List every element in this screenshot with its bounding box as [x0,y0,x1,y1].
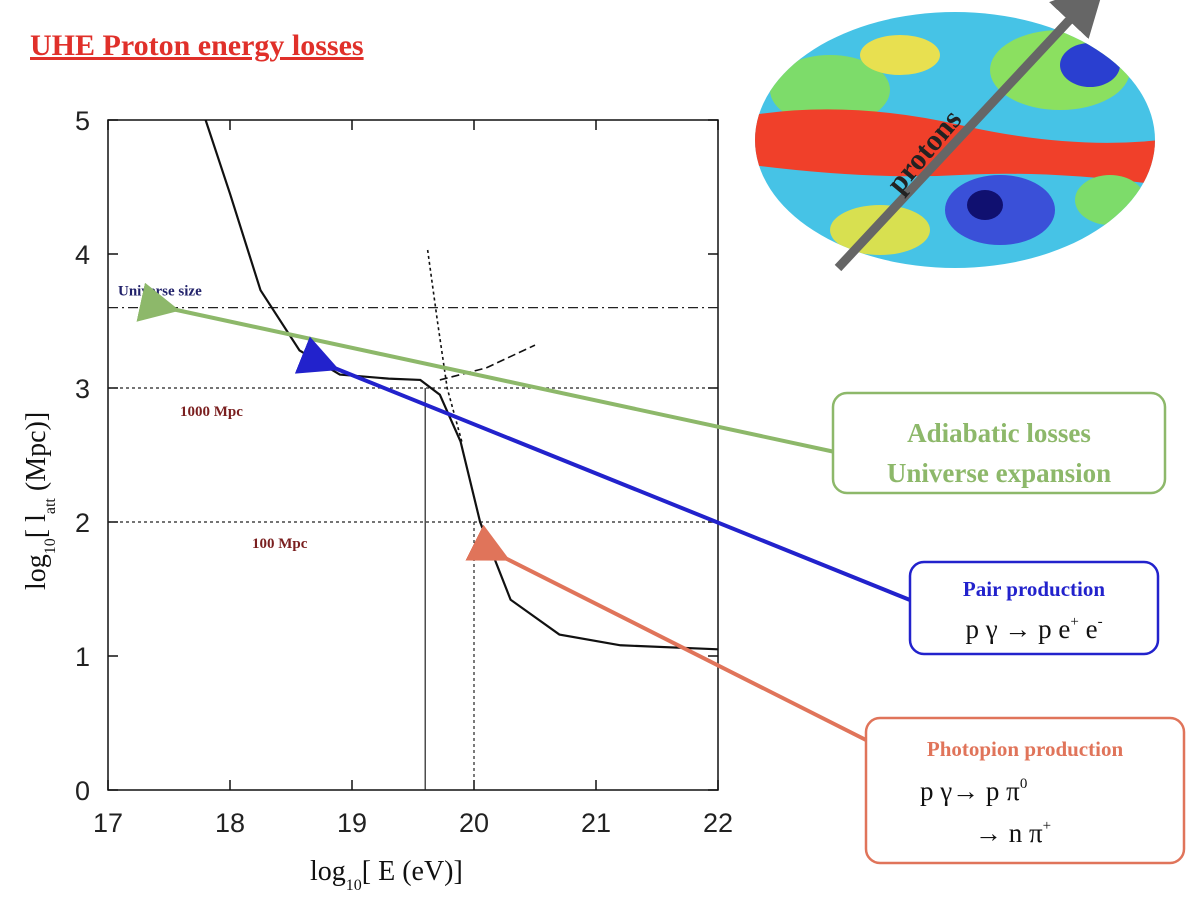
annotation-title: Photopion production [927,737,1124,761]
formula-part: → n π [975,818,1043,848]
adiabatic-arrow [136,282,836,454]
x-label-part: log [310,856,346,887]
x-tick-label: 22 [703,808,733,838]
adiabatic-box: Adiabatic losses Universe expansion [831,391,1167,495]
y-label-part: log [21,554,52,590]
formula-part: p γ→ p π [920,776,1020,806]
x-tick-label: 20 [459,808,489,838]
formula: → n π+ [975,818,1051,848]
x-tick-label: 19 [337,808,367,838]
formula-sup: 0 [1020,776,1028,792]
x-tick-label: 18 [215,808,245,838]
y-tick-label: 0 [75,776,90,806]
x-label-part: [ E (eV)] [362,856,463,887]
y-tick-label: 4 [75,240,90,270]
series-line [439,344,536,381]
plot: 17 18 19 20 21 22 0 1 2 3 4 5 Universe size 1000 Mpc 1… [21,106,733,894]
slide-title: UHE Proton energy losses [30,29,364,62]
annotation-title: Pair production [963,577,1105,601]
formula-sup: - [1098,614,1103,630]
series-line [204,119,719,651]
annotation-text: Universe expansion [887,458,1111,488]
pair-box: Pair production p γ → p e+ e- [908,560,1160,656]
formula-sup: + [1043,818,1051,834]
y-label-part: 10 [42,538,59,554]
reference-label: 100 Mpc [252,536,308,552]
sky-map: protons [755,0,1155,272]
x-axis-label: log10[ E (eV)] [310,856,463,894]
formula-part: p γ → p e [965,614,1070,644]
formula: p γ → p e+ e- [965,614,1102,644]
y-tick-label: 3 [75,374,90,404]
reference-label: 1000 Mpc [180,404,243,420]
photopion-arrow [465,524,867,742]
formula: p γ→ p π0 [920,776,1027,806]
proton-arrow [834,0,1106,272]
x-tick-label: 17 [93,808,123,838]
y-label-part: (Mpc)] [21,412,52,498]
annotation-text: Adiabatic losses [907,418,1091,448]
y-tick-label: 2 [75,508,90,538]
y-label-part: [ l [21,514,52,538]
formula-part: e [1079,614,1098,644]
plot-frame [107,119,719,791]
y-label-part: att [42,498,59,515]
y-tick-label: 5 [75,106,90,136]
pair-arrow [294,336,911,602]
photopion-box: Photopion production p γ→ p π0 → n π+ [864,716,1186,865]
x-tick-label: 21 [581,808,611,838]
reference-label: Universe size [118,284,202,300]
y-axis-label: log10[ latt (Mpc)] [21,412,59,590]
formula-sup: + [1070,614,1078,630]
x-label-part: 10 [346,877,362,894]
y-tick-label: 1 [75,642,90,672]
